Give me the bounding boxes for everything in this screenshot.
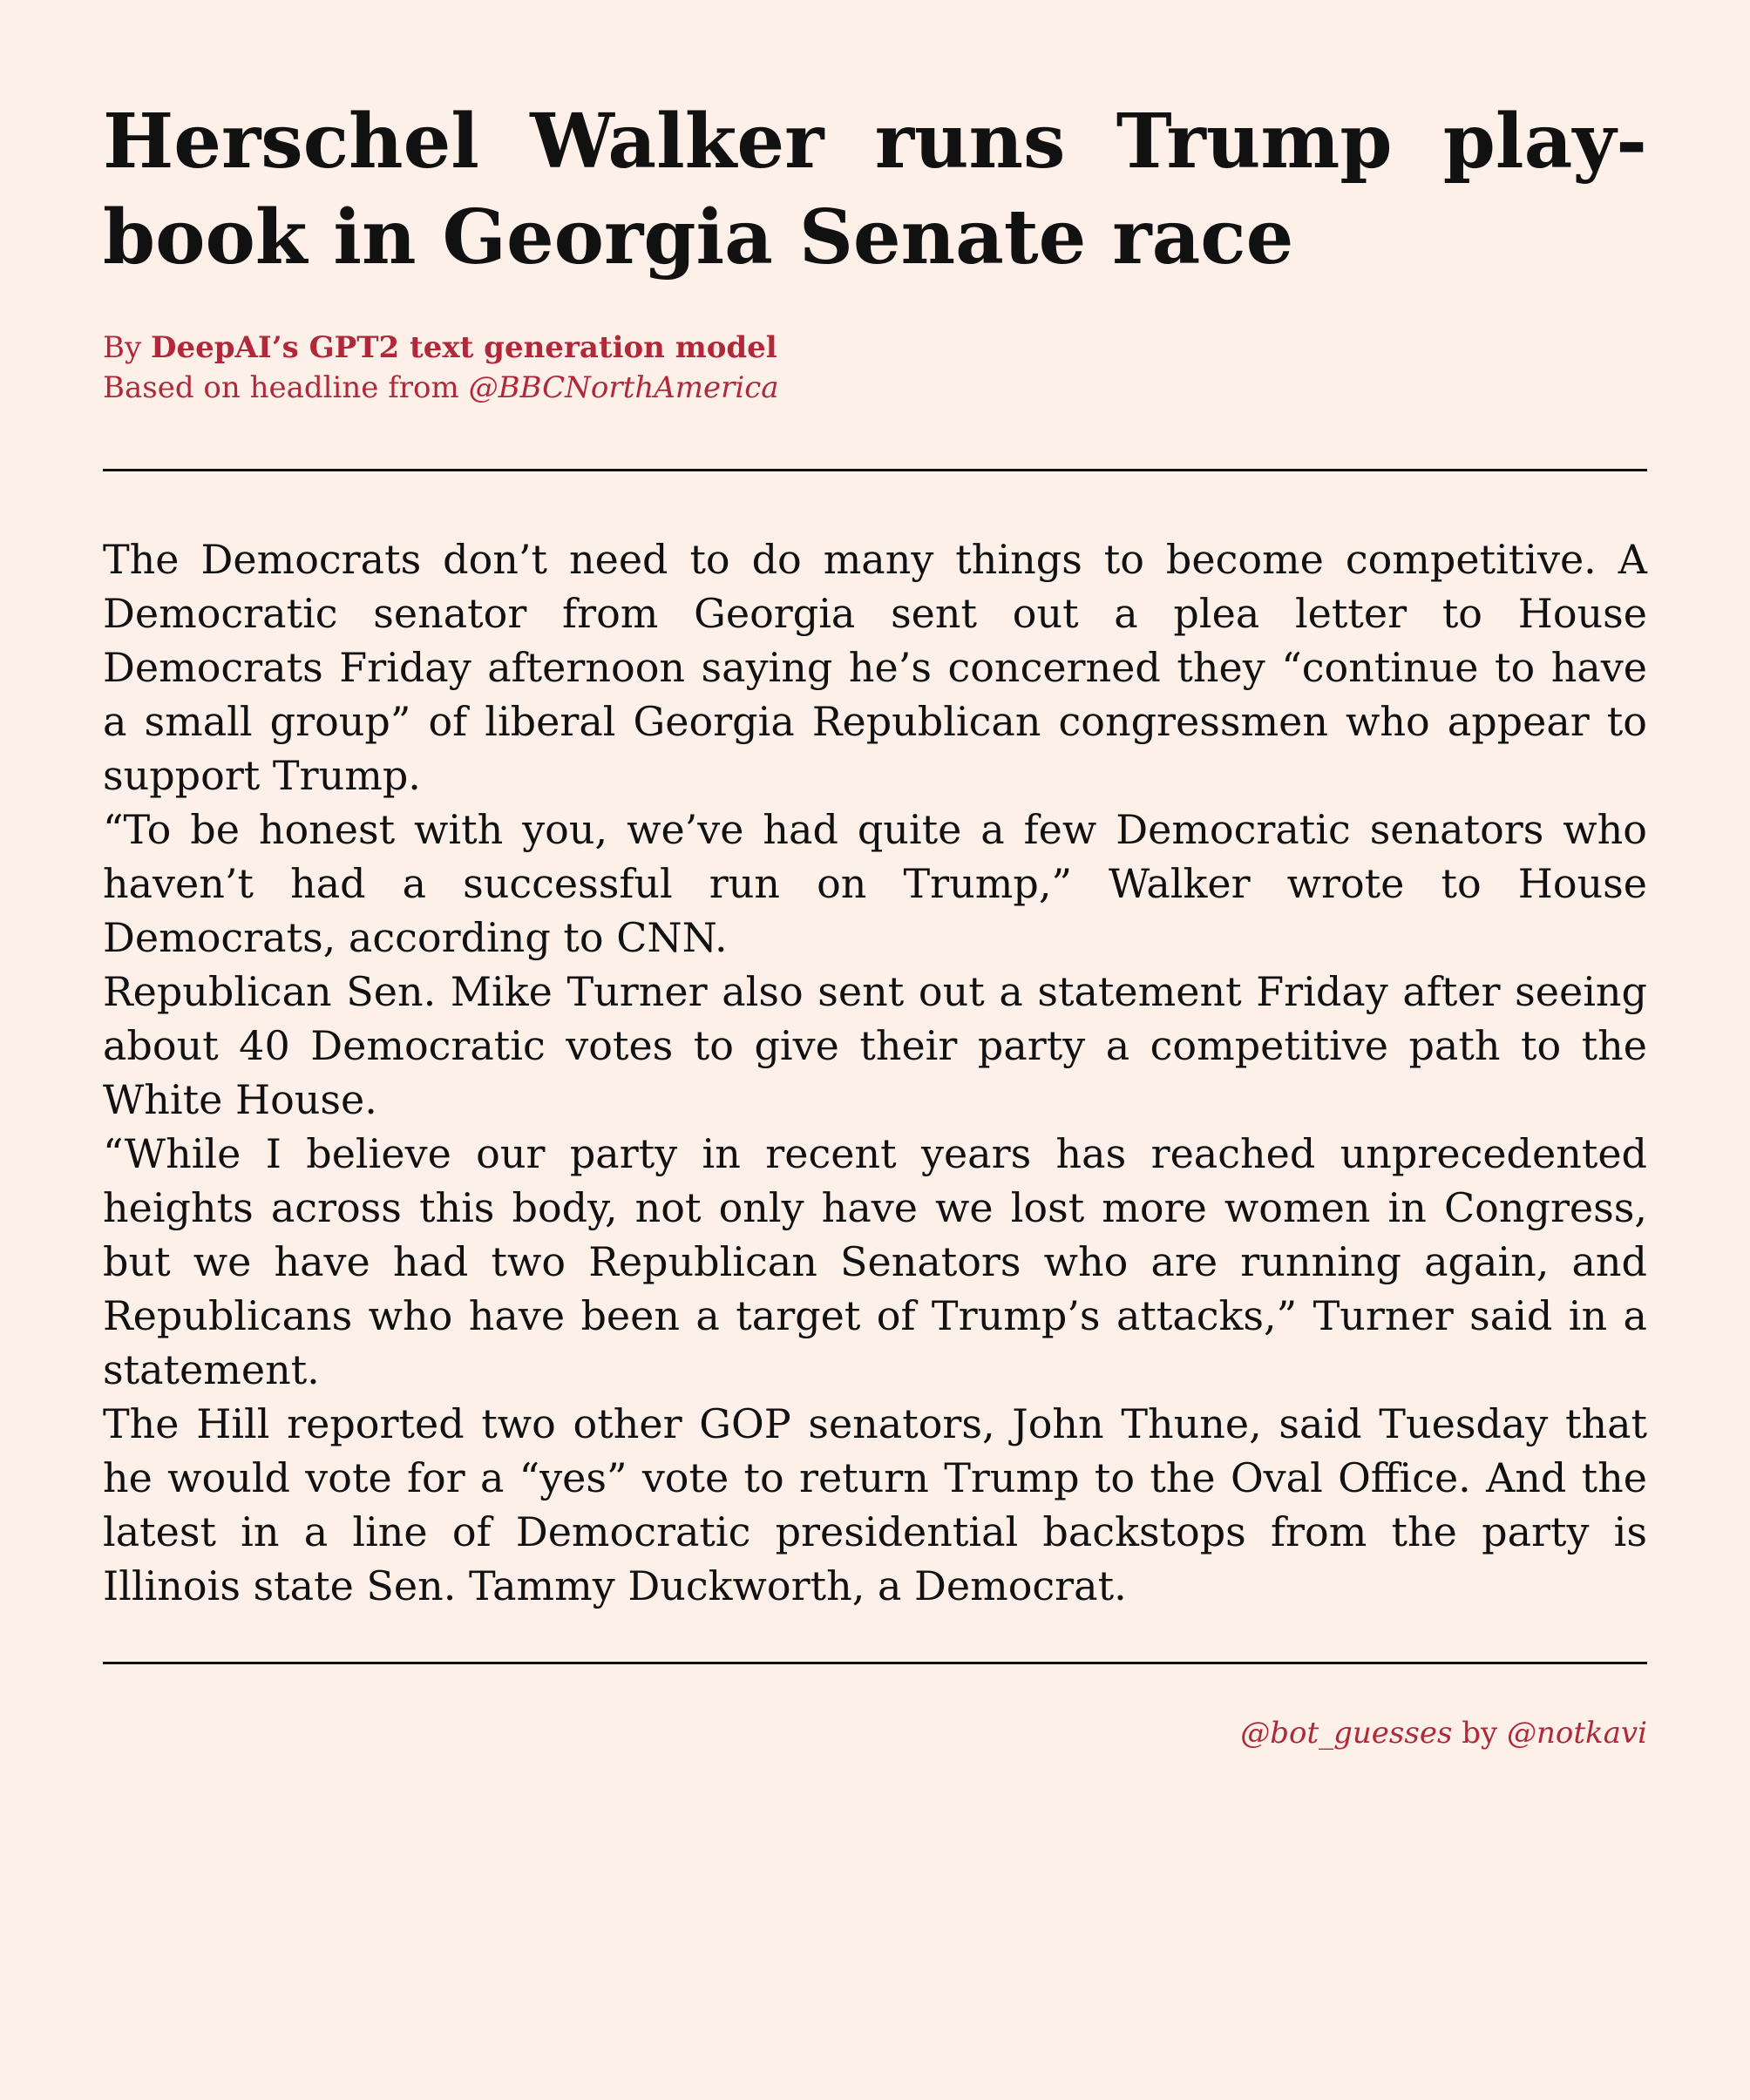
byline: By DeepAI’s GPT2 text generation model B… <box>103 328 1647 408</box>
byline-author: DeepAI’s GPT2 text generation model <box>151 330 777 365</box>
top-divider <box>103 469 1647 471</box>
byline-source-line: Based on headline from @BBCNorthAmerica <box>103 368 1647 408</box>
article-paragraph: “To be honest with you, we’ve had quite … <box>103 806 1647 961</box>
headline: Herschel Walker runs Trump play­book in … <box>103 98 1647 281</box>
footer-credit: @bot_guesses by @notkavi <box>103 1713 1647 1753</box>
bottom-divider <box>103 1662 1647 1664</box>
article-paragraph: “While I believe our party in recent yea… <box>103 1130 1647 1393</box>
article-paragraph: The Democrats don’t need to do many thin… <box>103 536 1647 799</box>
footer-author-handle: @notkavi <box>1507 1716 1647 1751</box>
article-paragraph: The Hill reported two other GOP senators… <box>103 1400 1647 1609</box>
byline-author-line: By DeepAI’s GPT2 text generation model <box>103 328 1647 368</box>
byline-source-handle: @BBCNorthAmerica <box>468 370 779 405</box>
byline-based-on-prefix: Based on headline from <box>103 370 469 405</box>
footer-bot-handle: @bot_guesses <box>1240 1716 1453 1751</box>
article-paragraph: Republican Sen. Mike Turner also sent ou… <box>103 968 1647 1123</box>
footer-by-word: by <box>1452 1716 1507 1751</box>
byline-by-prefix: By <box>103 330 152 365</box>
article-body: The Democrats don’t need to do many thin… <box>103 532 1647 1613</box>
